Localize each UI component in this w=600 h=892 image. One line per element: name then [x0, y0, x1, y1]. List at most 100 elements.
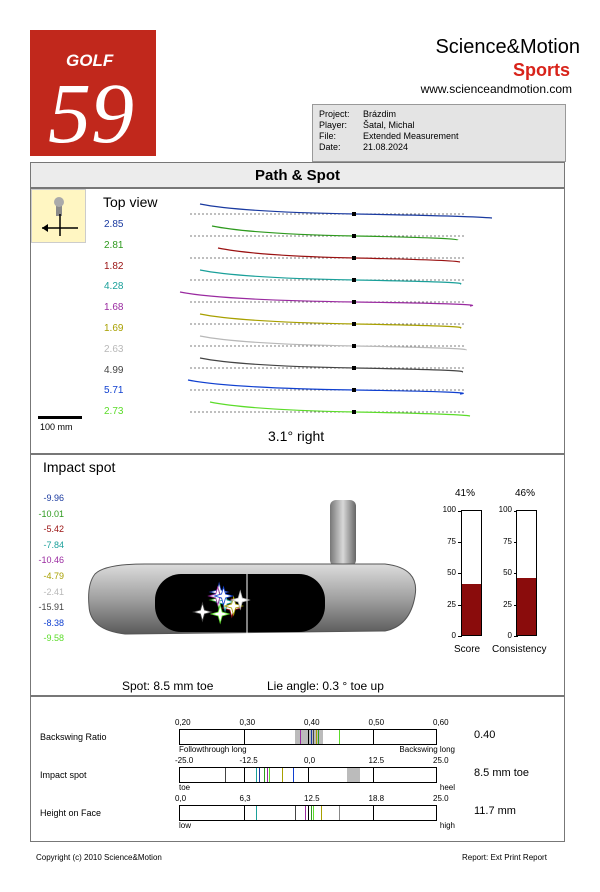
stroke-value: 1.82	[104, 260, 124, 272]
scale-tick-label: 0	[507, 631, 512, 640]
metric-shot-line	[266, 768, 268, 782]
impact-value: -9.58	[43, 633, 64, 644]
metric-tick-label: 25.0	[433, 794, 449, 803]
putter-head-graphic	[88, 500, 417, 635]
metric-right-note: Backswing long	[399, 745, 455, 754]
metric-value: 8.5 mm toe	[474, 767, 530, 779]
metric-tick-label: 12.5	[368, 756, 385, 765]
impact-star	[214, 591, 236, 613]
footer-report: Report: Ext Print Report	[462, 853, 547, 862]
metric-shot-line	[310, 730, 312, 744]
stroke-path	[209, 401, 471, 417]
metric-value: 0.40	[474, 729, 496, 741]
metric-tick-label: 0,0	[304, 756, 316, 765]
metric-label: Impact spot	[40, 770, 87, 780]
metric-grid-line	[308, 806, 309, 820]
metric-tick-label: 0,20	[175, 718, 191, 727]
scale-tick-label: 25	[447, 599, 456, 609]
metric-tick-label: 0,30	[239, 718, 256, 727]
logo-number-text: 59	[48, 65, 134, 156]
golf59-logo: GOLF 59	[30, 30, 156, 156]
stroke-path	[217, 247, 461, 263]
scale-tick	[458, 635, 462, 637]
scale-tick-label: 50	[447, 568, 456, 577]
metric-shot-line	[313, 730, 315, 744]
scale-tick-label: 75	[503, 536, 512, 546]
stroke-path	[199, 269, 462, 285]
score-bar-fill	[462, 584, 481, 635]
impact-star	[223, 595, 245, 617]
brand-sub: Sports	[512, 60, 570, 80]
impact-star	[229, 589, 251, 611]
metric-grid-line	[243, 730, 245, 744]
stroke-value: 2.85	[104, 219, 124, 230]
metric-tick-label: -25.0	[175, 756, 194, 765]
path-summary: 3.1° right	[268, 428, 325, 444]
scale-tick	[514, 635, 518, 637]
impact-value: -15.91	[38, 602, 64, 613]
consistency-percent: 46%	[515, 488, 536, 499]
metric-grid-line	[372, 730, 374, 744]
scale-label: 100 mm	[40, 422, 73, 432]
scale-bar	[38, 416, 82, 419]
impact-point-marker	[352, 234, 356, 238]
impact-value: -2.41	[43, 586, 64, 597]
metric-tick-label: 6,3	[239, 794, 251, 803]
impact-value: -10.01	[38, 508, 64, 519]
metric-left-note: low	[179, 821, 192, 830]
putter-direction-icon	[31, 189, 86, 243]
impact-point-marker	[352, 388, 356, 392]
metric-left-note: Followthrough long	[179, 745, 247, 754]
impact-value: -8.38	[43, 617, 64, 628]
top-view-paths	[179, 203, 493, 417]
scale-tick-label: 100	[442, 505, 456, 514]
metric-shot-line	[315, 730, 317, 744]
metric-grid-line	[372, 768, 374, 782]
metric-shot-line	[295, 806, 297, 820]
metric-tick-label: 0,0	[175, 794, 187, 803]
scale-tick-label: 100	[498, 505, 512, 514]
stroke-value: 1.69	[104, 323, 124, 334]
stroke-path	[187, 379, 464, 395]
impact-value: -5.42	[43, 524, 64, 535]
metric-tick-label: 25.0	[433, 756, 449, 765]
info-row-date: Date: 21.08.2024	[319, 142, 409, 152]
stroke-path	[199, 335, 467, 351]
info-row-project: Project: Brázdim	[319, 109, 397, 119]
stroke-path	[199, 203, 493, 219]
score-percent: 41%	[455, 488, 476, 499]
impact-value: -10.46	[38, 555, 64, 566]
brand-url[interactable]: www.scienceandmotion.com	[420, 82, 572, 96]
consistency-bar-fill	[517, 577, 536, 635]
metric-label: Backswing Ratio	[40, 732, 107, 742]
impact-point-marker	[352, 278, 356, 282]
stroke-path	[179, 291, 473, 307]
metric-label: Height on Face	[40, 808, 102, 818]
metric-tick-label: 12.5	[304, 794, 320, 803]
stroke-path	[199, 313, 462, 329]
scale-tick	[458, 573, 462, 575]
stroke-value: 2.73	[104, 406, 124, 418]
spot-text: Spot: 8.5 mm toe	[122, 679, 214, 693]
info-row-player: Player: Šatal, Michal	[319, 120, 415, 130]
metric-shot-line	[318, 730, 320, 744]
scale-tick-label: 50	[503, 568, 512, 577]
stroke-value: 1.68	[104, 302, 124, 314]
metric-shot-line	[320, 806, 322, 820]
metric-grid-line	[308, 768, 309, 782]
metric-grid-line	[372, 806, 374, 820]
metric-left-note: toe	[179, 783, 191, 792]
metric-tick-label: 18.8	[368, 794, 385, 803]
metric-shot-line	[264, 768, 266, 782]
info-row-file: File: Extended Measurement	[319, 131, 459, 141]
impact-panel	[30, 454, 565, 696]
impact-point-marker	[352, 256, 356, 260]
metric-shot-line	[338, 730, 340, 744]
metric-shot-line	[256, 806, 258, 820]
stroke-path	[211, 225, 459, 241]
metric-tick-label: 0,40	[304, 718, 320, 727]
stroke-value: 5.71	[104, 385, 124, 397]
metric-tick-label: 0,50	[368, 718, 385, 727]
stroke-path	[199, 357, 464, 373]
impact-star	[213, 585, 234, 607]
